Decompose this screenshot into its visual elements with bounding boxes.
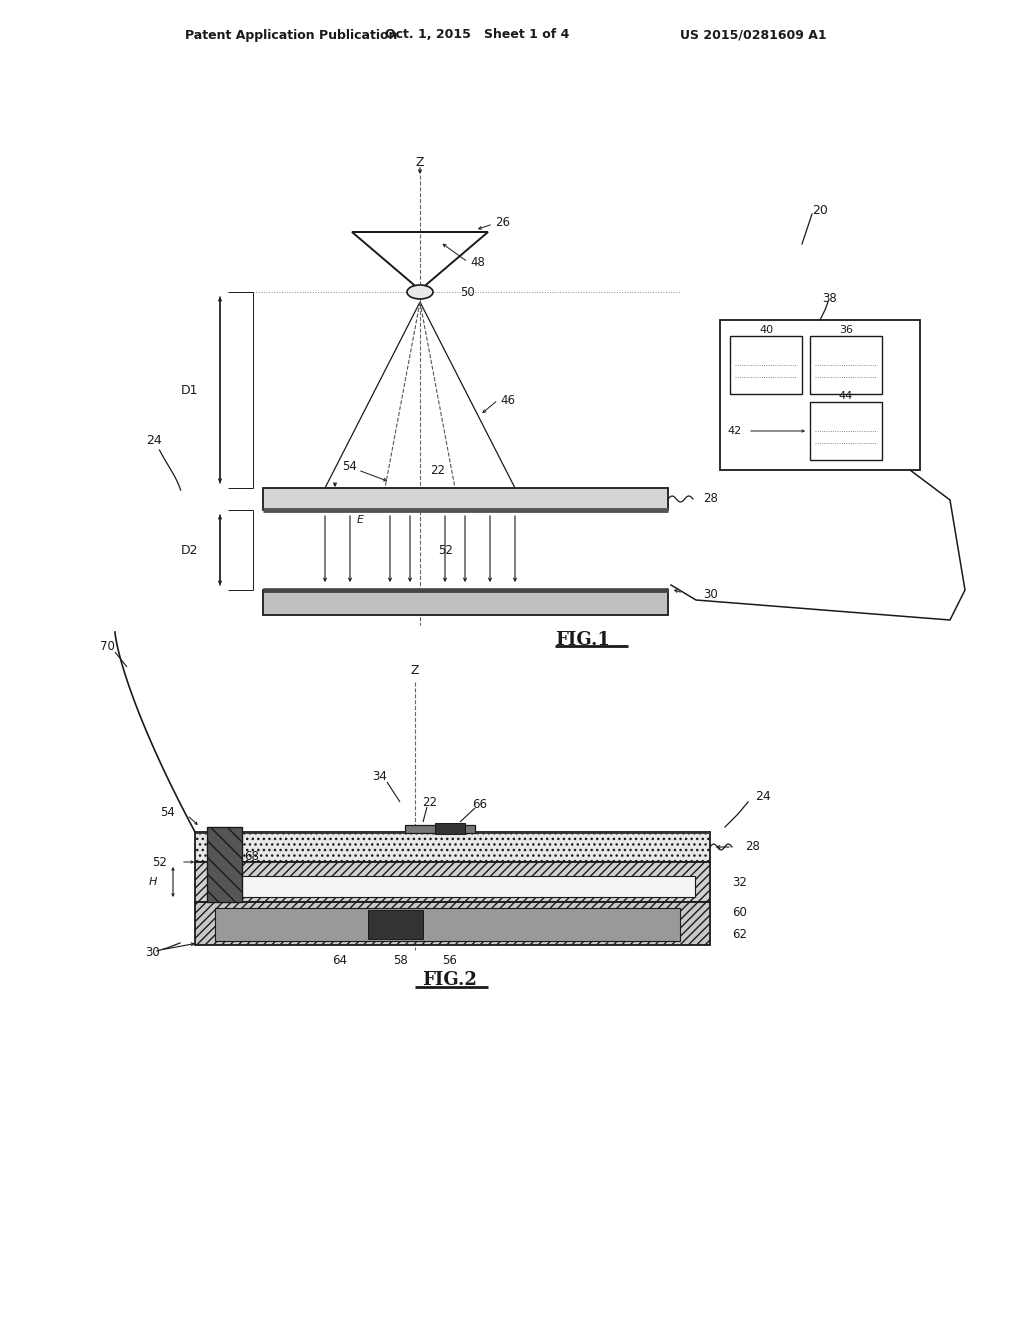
Text: 20: 20 <box>812 203 828 216</box>
Text: 44: 44 <box>839 391 853 401</box>
Text: 28: 28 <box>703 492 718 506</box>
Text: 40: 40 <box>759 325 773 335</box>
Bar <box>195 862 710 902</box>
Text: E: E <box>356 515 364 525</box>
Bar <box>810 403 882 459</box>
Text: 50: 50 <box>460 285 475 298</box>
Bar <box>810 337 882 393</box>
Bar <box>215 908 680 941</box>
Ellipse shape <box>407 285 433 300</box>
Text: 52: 52 <box>438 544 453 557</box>
Bar <box>195 832 710 862</box>
Text: 22: 22 <box>423 796 437 808</box>
Text: D1: D1 <box>180 384 198 396</box>
Bar <box>263 488 668 510</box>
Text: 48: 48 <box>470 256 485 268</box>
Text: 26: 26 <box>495 215 510 228</box>
Bar <box>207 828 242 902</box>
Text: 68: 68 <box>245 850 259 863</box>
Text: 42: 42 <box>728 426 742 436</box>
Text: 36: 36 <box>839 325 853 335</box>
Text: Patent Application Publication: Patent Application Publication <box>185 29 397 41</box>
Text: 34: 34 <box>373 771 387 784</box>
Bar <box>720 319 920 470</box>
Text: 32: 32 <box>732 875 746 888</box>
Text: 54: 54 <box>343 459 357 473</box>
Text: 28: 28 <box>745 841 760 854</box>
Bar <box>435 822 465 834</box>
Text: Z: Z <box>411 664 419 676</box>
Text: 60: 60 <box>732 906 746 919</box>
Text: US 2015/0281609 A1: US 2015/0281609 A1 <box>680 29 826 41</box>
Text: H: H <box>148 876 157 887</box>
Text: 22: 22 <box>430 463 445 477</box>
Text: FIG.2: FIG.2 <box>423 972 477 989</box>
Text: 52: 52 <box>153 855 167 869</box>
Text: 64: 64 <box>333 953 347 966</box>
Text: 24: 24 <box>755 791 771 804</box>
Text: 58: 58 <box>392 953 408 966</box>
Text: 24: 24 <box>146 433 162 446</box>
Bar <box>225 876 695 898</box>
Text: FIG.1: FIG.1 <box>555 631 610 649</box>
Text: 54: 54 <box>160 805 175 818</box>
Text: D2: D2 <box>180 544 198 557</box>
Text: 56: 56 <box>442 953 458 966</box>
Bar <box>263 590 668 615</box>
Text: 70: 70 <box>100 640 115 653</box>
Text: Z: Z <box>416 156 424 169</box>
Text: Oct. 1, 2015   Sheet 1 of 4: Oct. 1, 2015 Sheet 1 of 4 <box>385 29 569 41</box>
Text: 38: 38 <box>822 292 838 305</box>
Text: 62: 62 <box>732 928 746 941</box>
Bar <box>368 911 423 939</box>
Text: 46: 46 <box>500 393 515 407</box>
Bar <box>195 902 710 945</box>
Bar <box>406 825 475 833</box>
Text: 66: 66 <box>472 797 487 810</box>
Bar <box>730 337 802 393</box>
Text: 30: 30 <box>703 589 718 602</box>
Text: 30: 30 <box>145 946 160 960</box>
